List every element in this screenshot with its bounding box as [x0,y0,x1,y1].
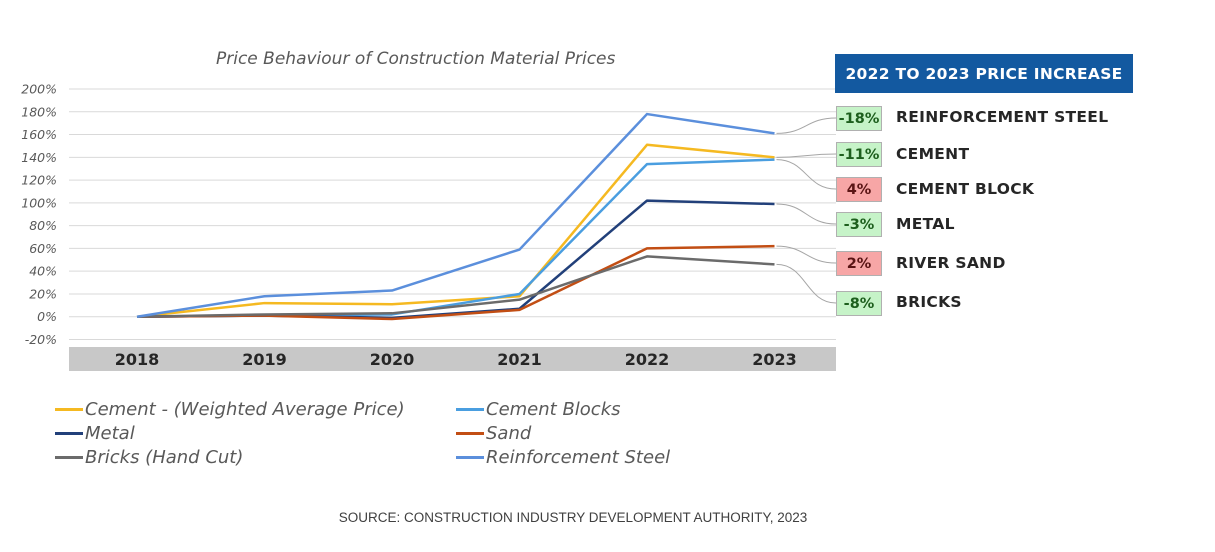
callout-connector [776,245,837,264]
legend-item-reinforcement-steel: Reinforcement Steel [456,446,755,468]
x-tick-label: 2021 [497,350,542,369]
badge-reinforcement-steel: -18% [836,106,882,131]
chart-title: Price Behaviour of Construction Material… [216,49,616,69]
legend-label-metal: Metal [85,422,135,444]
series-line-1 [136,158,775,318]
callout-connector [776,263,837,304]
legend-label-cement-blocks: Cement Blocks [486,398,621,420]
label-bricks: BRICKS [896,293,962,311]
y-tick-label: 40% [29,264,57,279]
y-tick-label: 160% [21,127,57,142]
legend-label-reinforcement-steel: Reinforcement Steel [486,446,671,468]
label-cement-block: CEMENT BLOCK [896,180,1035,198]
badge-metal: -3% [836,212,882,237]
legend-swatch-bricks [55,455,83,459]
legend-item-sand: Sand [456,422,755,444]
y-tick-label: -20% [25,332,57,347]
badge-river-sand: 2% [836,251,882,276]
callout-connector [776,117,837,134]
y-tick-label: 100% [21,195,57,210]
badge-cement-block: 4% [836,177,882,202]
x-tick-label: 2020 [370,350,415,369]
x-tick-label: 2022 [625,350,670,369]
x-axis-ticks: 2018 2019 2020 2021 2022 2023 [115,350,797,369]
series-line-4 [136,255,775,318]
series-line-5 [136,112,775,318]
y-tick-label: 120% [21,173,57,188]
legend-label-cement: Cement - (Weighted Average Price) [85,398,405,420]
callout-connector [776,159,837,190]
legend-swatch-sand [456,431,484,435]
x-tick-label: 2018 [115,350,160,369]
y-tick-label: 200% [21,82,57,97]
badge-cement: -11% [836,142,882,167]
y-tick-label: 60% [29,241,57,256]
y-axis-ticks: 200% 180% 160% 140% 120% 100% 80% 60% 40% 20% 0% -2… [21,82,57,348]
y-tick-label: 140% [21,150,57,165]
series-line-0 [136,143,775,318]
y-tick-label: 180% [21,104,57,119]
x-tick-label: 2019 [242,350,287,369]
legend-swatch-cement-blocks [456,407,484,411]
y-tick-label: 0% [37,309,57,324]
legend-label-sand: Sand [486,422,532,444]
series-lines [136,112,775,321]
y-tick-label: 20% [29,286,57,301]
chart-legend: Cement - (Weighted Average Price) Cement… [55,398,755,468]
legend-item-metal: Metal [55,422,456,444]
callout-connectors [776,117,837,304]
legend-item-bricks: Bricks (Hand Cut) [55,446,456,468]
x-axis-band [69,347,836,371]
legend-swatch-cement [55,407,83,411]
y-tick-label: 80% [29,218,57,233]
legend-swatch-metal [55,431,83,435]
label-river-sand: RIVER SAND [896,254,1006,272]
legend-item-cement: Cement - (Weighted Average Price) [55,398,456,420]
label-cement: CEMENT [896,145,970,163]
legend-label-bricks: Bricks (Hand Cut) [85,446,244,468]
gridlines [69,88,836,340]
label-reinforcement-steel: REINFORCEMENT STEEL [896,108,1109,126]
series-line-3 [136,244,775,321]
legend-item-cement-blocks: Cement Blocks [456,398,755,420]
label-metal: METAL [896,215,955,233]
source-note: SOURCE: CONSTRUCTION INDUSTRY DEVELOPMEN… [338,510,808,525]
x-tick-label: 2023 [752,350,797,369]
callout-connector [776,203,837,225]
price-increase-header: 2022 TO 2023 PRICE INCREASE [835,54,1133,93]
badge-bricks: -8% [836,291,882,316]
legend-swatch-reinforcement-steel [456,455,484,459]
callout-connector [776,153,837,158]
